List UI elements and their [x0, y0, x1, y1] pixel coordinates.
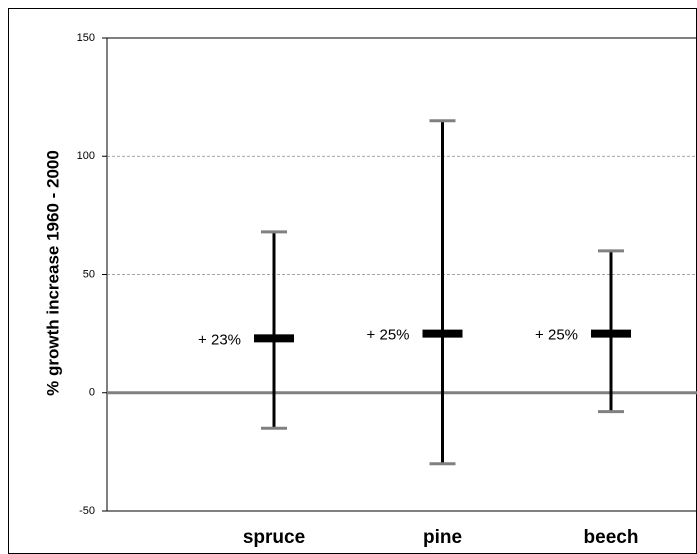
value-label: + 25%: [535, 327, 578, 344]
y-axis-label: % growth increase 1960 - 2000: [43, 150, 62, 396]
value-label: + 25%: [367, 327, 410, 344]
x-tick-label: spruce: [243, 527, 305, 548]
y-tick-label: 0: [89, 387, 95, 399]
y-tick-label: 100: [77, 150, 95, 162]
chart-frame: [8, 8, 697, 554]
x-tick-label: beech: [584, 527, 639, 548]
x-tick-label: pine: [423, 527, 462, 548]
center-bar: [591, 329, 631, 338]
value-label: + 23%: [198, 331, 241, 348]
y-tick-label: 50: [83, 268, 95, 280]
y-tick-label: -50: [79, 505, 95, 517]
y-tick-label: 150: [77, 32, 95, 44]
center-bar: [254, 334, 294, 343]
center-bar: [422, 329, 463, 338]
